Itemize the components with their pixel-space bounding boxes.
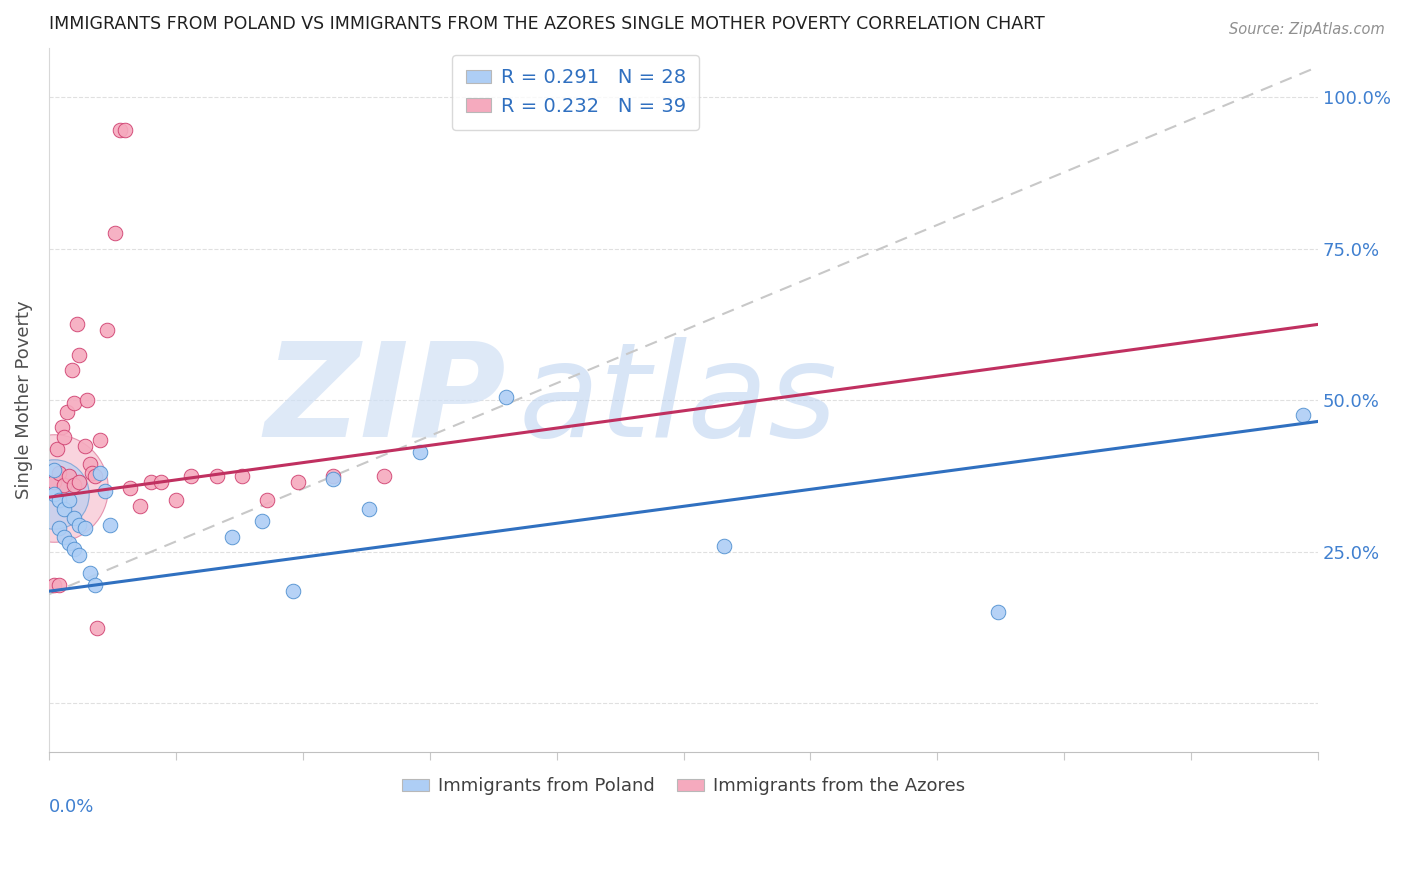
Point: [53, 530, 76, 544]
Point: [987, 606, 1010, 620]
Point: [42, 487, 65, 501]
Point: [53, 502, 76, 516]
Point: [67, 348, 90, 362]
Point: [104, 227, 127, 241]
Point: [48, 578, 70, 592]
Point: [180, 469, 202, 483]
Point: [96, 323, 118, 337]
Point: [79, 457, 101, 471]
Point: [73, 439, 96, 453]
Text: ZIP: ZIP: [264, 336, 506, 464]
Point: [86, 621, 108, 635]
Point: [139, 475, 162, 489]
Point: [83, 578, 105, 592]
Point: [250, 515, 273, 529]
Text: atlas: atlas: [519, 336, 838, 464]
Y-axis label: Single Mother Poverty: Single Mother Poverty: [15, 301, 32, 500]
Point: [51, 420, 73, 434]
Point: [53, 429, 76, 443]
Point: [205, 469, 228, 483]
Point: [231, 469, 253, 483]
Point: [48, 520, 70, 534]
Point: [89, 466, 111, 480]
Point: [108, 123, 131, 137]
Point: [120, 481, 142, 495]
Point: [42, 463, 65, 477]
Point: [67, 517, 90, 532]
Point: [357, 502, 380, 516]
Point: [408, 444, 430, 458]
Point: [45, 442, 67, 456]
Point: [149, 475, 172, 489]
Point: [256, 493, 278, 508]
Point: [89, 433, 111, 447]
Point: [129, 500, 152, 514]
Point: [53, 478, 76, 492]
Point: [713, 539, 735, 553]
Point: [48, 466, 70, 480]
Point: [63, 478, 86, 492]
Point: [67, 475, 90, 489]
Point: [42, 481, 65, 495]
Point: [83, 469, 105, 483]
Point: [1292, 409, 1315, 423]
Point: [98, 517, 121, 532]
Point: [94, 484, 117, 499]
Point: [67, 548, 90, 562]
Point: [63, 396, 86, 410]
Point: [58, 493, 80, 508]
Point: [221, 530, 243, 544]
Point: [114, 123, 136, 137]
Text: 0.0%: 0.0%: [49, 797, 94, 815]
Point: [76, 393, 98, 408]
Point: [287, 475, 309, 489]
Text: IMMIGRANTS FROM POLAND VS IMMIGRANTS FROM THE AZORES SINGLE MOTHER POVERTY CORRE: IMMIGRANTS FROM POLAND VS IMMIGRANTS FRO…: [49, 15, 1045, 33]
Point: [322, 472, 344, 486]
Point: [322, 469, 344, 483]
Point: [42, 487, 65, 501]
Point: [66, 318, 89, 332]
Legend: Immigrants from Poland, Immigrants from the Azores: Immigrants from Poland, Immigrants from …: [395, 770, 972, 803]
Point: [48, 493, 70, 508]
Point: [373, 469, 395, 483]
Point: [58, 469, 80, 483]
Point: [281, 584, 304, 599]
Text: Source: ZipAtlas.com: Source: ZipAtlas.com: [1229, 22, 1385, 37]
Point: [73, 520, 96, 534]
Point: [55, 405, 77, 419]
Point: [42, 578, 65, 592]
Point: [63, 511, 86, 525]
Point: [42, 475, 65, 489]
Point: [82, 466, 104, 480]
Point: [58, 535, 80, 549]
Point: [79, 566, 101, 580]
Point: [495, 390, 517, 404]
Point: [60, 363, 83, 377]
Point: [63, 541, 86, 556]
Point: [165, 493, 187, 508]
